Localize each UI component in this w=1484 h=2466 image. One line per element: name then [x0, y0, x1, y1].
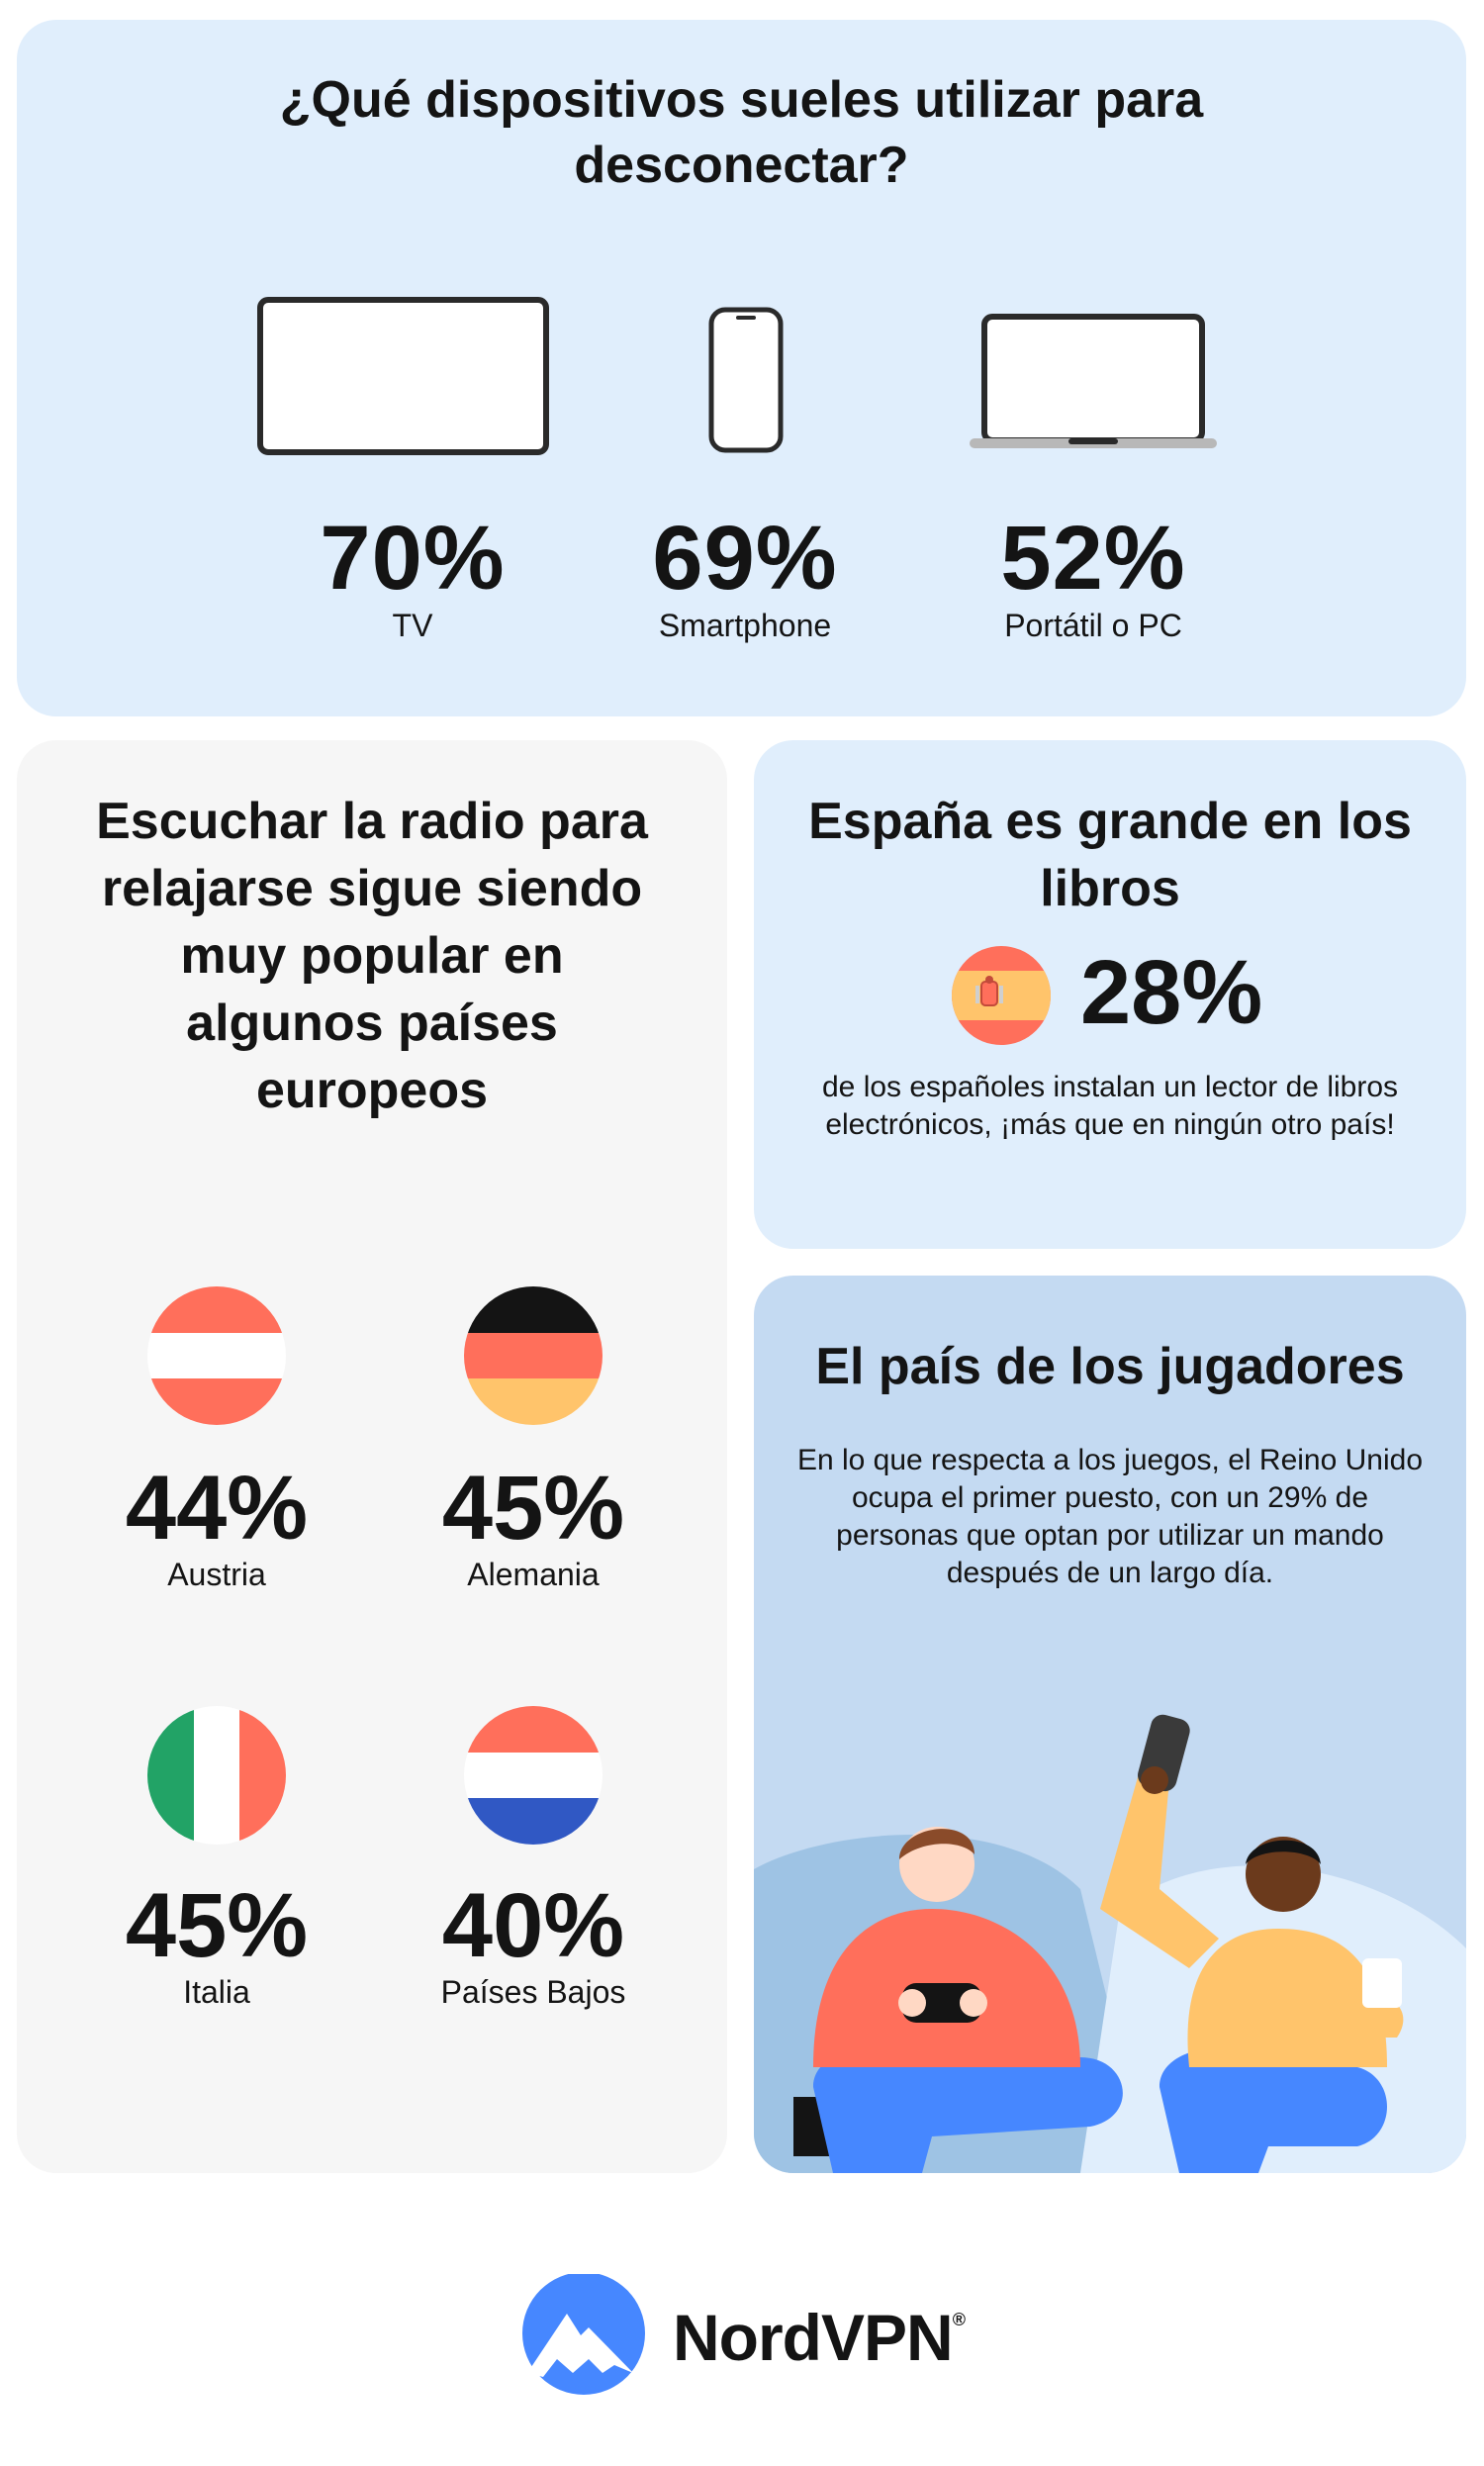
device-percent: 69%	[652, 508, 838, 609]
country-stat-italy: 45% Italia	[68, 1878, 365, 2009]
registered-mark: ®	[952, 2310, 966, 2329]
austria-flag-icon	[147, 1286, 286, 1425]
devices-title: ¿Qué dispositivos sueles utilizar para d…	[279, 71, 1204, 194]
italy-flag-icon	[147, 1706, 286, 1845]
country-stat-netherlands: 40% Países Bajos	[385, 1878, 682, 2009]
radio-card: Escuchar la radio para relajarse sigue s…	[17, 740, 727, 2173]
gamers-description: En lo que respecta a los juegos, el Rein…	[796, 1444, 1424, 1589]
brand-name: NordVPN®	[673, 2300, 966, 2375]
country-percent: 45%	[125, 1875, 309, 1976]
country-percent: 40%	[441, 1875, 625, 1976]
device-stat-smartphone: 69% Smartphone	[567, 511, 923, 643]
country-stat-germany: 45% Alemania	[385, 1461, 682, 1591]
smartphone-icon	[708, 307, 784, 453]
device-label: Portátil o PC	[1004, 608, 1182, 643]
netherlands-flag-icon	[464, 1706, 603, 1845]
country-stat-austria: 44% Austria	[68, 1461, 365, 1591]
country-label: Italia	[183, 1974, 250, 2010]
country-label: Países Bajos	[440, 1974, 626, 2010]
devices-card: ¿Qué dispositivos sueles utilizar para d…	[17, 20, 1466, 716]
germany-flag-icon	[464, 1286, 603, 1425]
spain-description: de los españoles instalan un lector de l…	[821, 1071, 1399, 1141]
gamers-title: El país de los jugadores	[815, 1338, 1405, 1395]
country-label: Austria	[167, 1557, 266, 1592]
radio-title: Escuchar la radio para relajarse sigue s…	[96, 793, 648, 1119]
tv-icon	[257, 297, 549, 455]
laptop-icon	[970, 314, 1217, 448]
spain-title: España es grande en los libros	[808, 793, 1412, 917]
gamers-illustration	[754, 1714, 1466, 2173]
device-label: Smartphone	[658, 608, 832, 643]
spain-flag-icon	[952, 946, 1051, 1045]
device-label: TV	[392, 608, 433, 643]
device-percent: 52%	[1000, 508, 1186, 609]
nordvpn-logo: NordVPN®	[519, 2272, 966, 2401]
device-stat-tv: 70% TV	[234, 511, 591, 643]
nordvpn-mountain-icon	[522, 2274, 645, 2395]
country-percent: 45%	[441, 1458, 625, 1559]
gamers-card: El país de los jugadores En lo que respe…	[754, 1276, 1466, 2173]
device-stat-laptop: 52% Portátil o PC	[915, 511, 1271, 643]
spain-card: España es grande en los libros 28% de lo…	[754, 740, 1466, 1249]
brand-text: NordVPN	[673, 2301, 954, 2374]
spain-percent: 28%	[1080, 942, 1263, 1043]
device-percent: 70%	[320, 508, 506, 609]
country-percent: 44%	[125, 1458, 309, 1559]
country-label: Alemania	[467, 1557, 600, 1592]
